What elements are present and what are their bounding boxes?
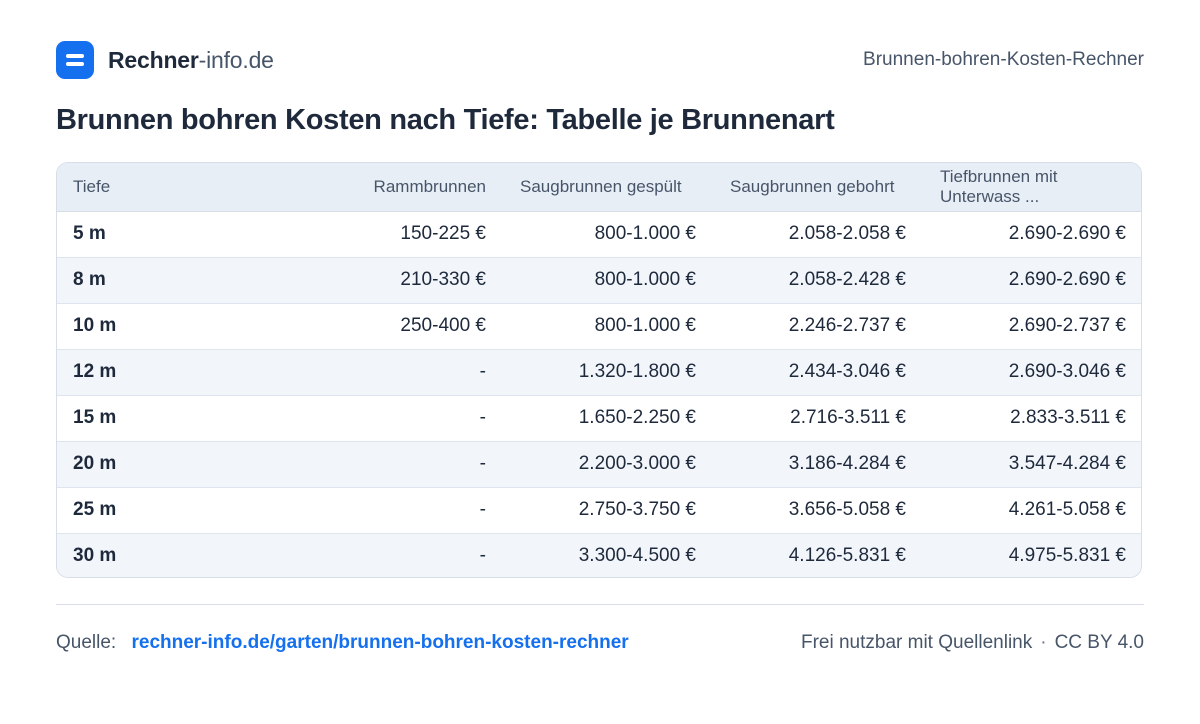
depth-cell: 15 m: [57, 395, 292, 442]
source-label: Quelle:: [56, 632, 117, 653]
cost-cell: 3.547-4.284 €: [922, 441, 1141, 488]
cost-cell: -: [292, 441, 502, 488]
column-header-rammbrunnen: Rammbrunnen: [292, 163, 502, 212]
depth-cell: 25 m: [57, 487, 292, 534]
table-row: 5 m 150-225 €800-1.000 €2.058-2.058 €2.69…: [57, 211, 1141, 258]
cost-cell: -: [292, 395, 502, 442]
site-header: Rechner-info.de Brunnen-bohren-Kosten-Re…: [56, 40, 1144, 80]
cost-cell: 2.434-3.046 €: [712, 349, 922, 396]
page-title: Brunnen bohren Kosten nach Tiefe: Tabell…: [56, 104, 835, 136]
column-header-depth: Tiefe: [57, 163, 292, 212]
cost-cell: 1.320-1.800 €: [502, 349, 712, 396]
brand-logo-link[interactable]: Rechner-info.de: [56, 41, 274, 79]
table-row: 8 m 210-330 €800-1.000 €2.058-2.428 €2.69…: [57, 257, 1141, 304]
cost-cell: 3.300-4.500 €: [578, 545, 696, 567]
depth-cell: 30 m: [73, 545, 117, 567]
cost-cell: 2.058-2.058 €: [712, 211, 922, 258]
cost-cell: 2.690-3.046 €: [922, 349, 1141, 396]
depth-cell: 12 m: [57, 349, 292, 396]
cost-cell: 250-400 €: [292, 303, 502, 350]
cost-cell: 1.650-2.250 €: [502, 395, 712, 442]
footer-divider: [56, 604, 1144, 605]
brand-name-domain: -info.de: [198, 46, 274, 73]
table-header-row: Tiefe Rammbrunnen Saugbrunnen gespült Sa…: [57, 163, 1141, 212]
cost-cell: -: [479, 545, 486, 567]
cost-cell: -: [292, 349, 502, 396]
depth-cell: 8 m: [57, 257, 292, 304]
cost-cell: 2.200-3.000 €: [502, 441, 712, 488]
column-header-saugbrunnen-gespuelt: Saugbrunnen gespült: [502, 163, 712, 212]
cost-cell: 3.656-5.058 €: [712, 487, 922, 534]
depth-cell: 20 m: [57, 441, 292, 488]
cost-cell: 2.690-2.690 €: [922, 257, 1141, 304]
cost-cell: 3.186-4.284 €: [712, 441, 922, 488]
brand-name-bold: Rechner: [108, 46, 199, 73]
footer: Quelle: rechner-info.de/garten/brunnen-b…: [56, 628, 1144, 658]
source-link[interactable]: rechner-info.de/garten/brunnen-bohren-ko…: [131, 632, 629, 653]
cost-cell: 150-225 €: [292, 211, 502, 258]
table-row: 25 m -2.750-3.750 €3.656-5.058 €4.261-5.0…: [57, 487, 1141, 534]
logo-icon: [56, 41, 94, 79]
cost-table: Tiefe Rammbrunnen Saugbrunnen gespült Sa…: [57, 163, 1141, 577]
source-attribution: Quelle: rechner-info.de/garten/brunnen-b…: [56, 632, 629, 654]
cost-cell: 800-1.000 €: [502, 303, 712, 350]
cost-table-container: Tiefe Rammbrunnen Saugbrunnen gespült Sa…: [56, 162, 1142, 578]
depth-cell: 5 m: [57, 211, 292, 258]
brand-name: Rechner-info.de: [108, 47, 274, 74]
cost-cell: 2.833-3.511 €: [922, 395, 1141, 442]
cost-cell: 800-1.000 €: [502, 257, 712, 304]
table-body: 5 m 150-225 €800-1.000 €2.058-2.058 €2.69…: [57, 211, 1141, 577]
cost-cell: 4.975-5.831 €: [1008, 545, 1126, 567]
cost-cell: 2.750-3.750 €: [502, 487, 712, 534]
table-row: 12 m -1.320-1.800 €2.434-3.046 €2.690-3.0…: [57, 349, 1141, 396]
cost-cell: 4.261-5.058 €: [922, 487, 1141, 534]
calculator-name: Brunnen-bohren-Kosten-Rechner: [863, 49, 1144, 70]
table-row: 30 m - 3.300-4.500 € 4.126-5.831 € 4.975-5.8…: [57, 533, 1141, 577]
cost-cell: 2.246-2.737 €: [712, 303, 922, 350]
column-header-saugbrunnen-gebohrt: Saugbrunnen gebohrt: [712, 163, 922, 212]
cost-cell: 210-330 €: [292, 257, 502, 304]
table-row: 20 m -2.200-3.000 €3.186-4.284 €3.547-4.2…: [57, 441, 1141, 488]
license-name: CC BY 4.0: [1054, 632, 1144, 653]
cost-cell: 2.058-2.428 €: [712, 257, 922, 304]
column-header-tiefbrunnen: Tiefbrunnen mit Unterwass ...: [922, 163, 1141, 212]
license-separator: ·: [1040, 632, 1047, 653]
cost-cell: 800-1.000 €: [502, 211, 712, 258]
license-text: Frei nutzbar mit Quellenlink: [800, 632, 1033, 653]
depth-cell: 10 m: [57, 303, 292, 350]
cost-cell: 4.126-5.831 €: [788, 545, 906, 567]
cost-cell: 2.690-2.737 €: [922, 303, 1141, 350]
cost-cell: -: [292, 487, 502, 534]
table-row: 10 m 250-400 €800-1.000 €2.246-2.737 €2.6…: [57, 303, 1141, 350]
cost-cell: 2.690-2.690 €: [922, 211, 1141, 258]
cost-cell: 2.716-3.511 €: [712, 395, 922, 442]
table-row: 15 m -1.650-2.250 €2.716-3.511 €2.833-3.5…: [57, 395, 1141, 442]
license-info: Frei nutzbar mit Quellenlink · CC BY 4.0: [801, 632, 1144, 654]
